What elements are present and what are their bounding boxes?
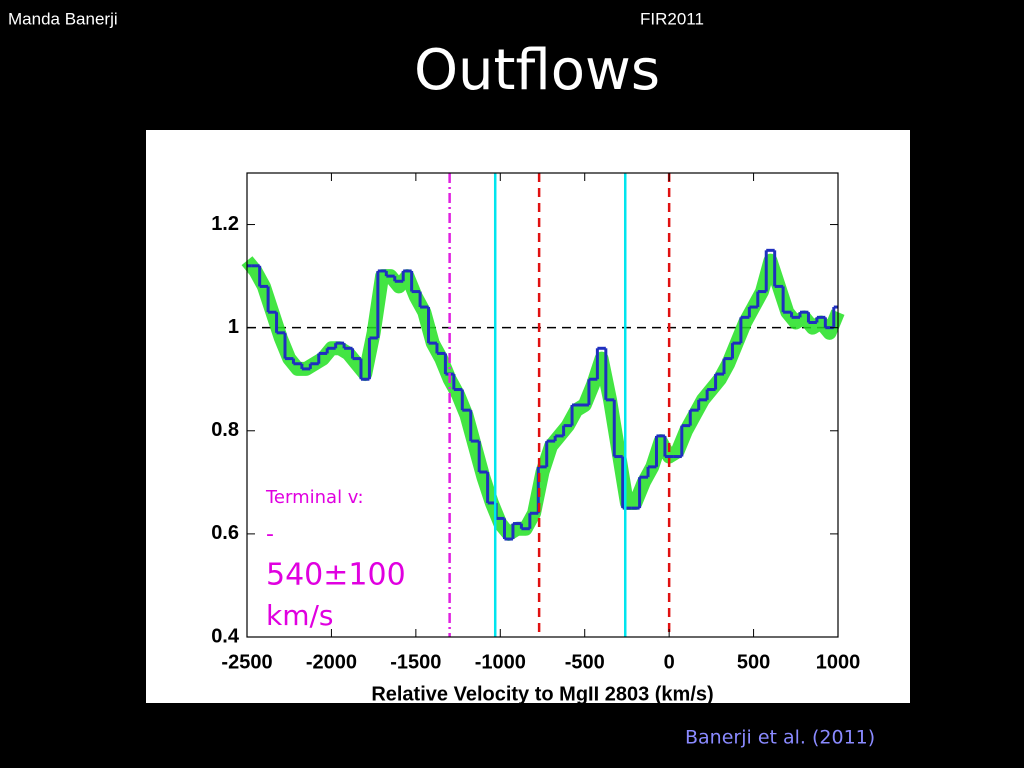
x-tick-label: 500 [737, 651, 770, 673]
citation: Banerji et al. (2011) [685, 727, 875, 749]
x-tick-label: -2500 [221, 651, 272, 673]
y-tick-label: 0.6 [211, 522, 239, 544]
y-tick-label: 0.8 [211, 419, 239, 441]
annotation: km/s [266, 599, 334, 632]
y-tick-label: 0.4 [211, 625, 240, 647]
x-tick-label: -500 [565, 651, 605, 673]
x-tick-label: -1500 [390, 651, 441, 673]
annotation: - [266, 522, 274, 547]
panel-background [146, 130, 910, 703]
x-tick-label: -2000 [306, 651, 357, 673]
annotation: 540±100 [266, 558, 406, 593]
plot-frame [246, 172, 839, 638]
chart-panel: 0.40.60.811.2-2500 -2000 -1500 -1000 -500 0 50… [146, 130, 910, 705]
y-tick-label: 1 [228, 316, 239, 338]
annotation: Terminal v: [265, 487, 364, 508]
x-axis-label: Relative Velocity to MgII 2803 (km/s) [371, 683, 713, 705]
x-tick-label: 1000 [816, 651, 861, 673]
y-tick-label: 1.2 [211, 213, 239, 235]
author: Manda Banerji [8, 9, 118, 28]
slide-title: Outflows [414, 38, 660, 103]
x-tick-label: -1000 [475, 651, 526, 673]
event: FIR2011 [640, 9, 704, 28]
x-tick-label: 0 [664, 651, 675, 673]
